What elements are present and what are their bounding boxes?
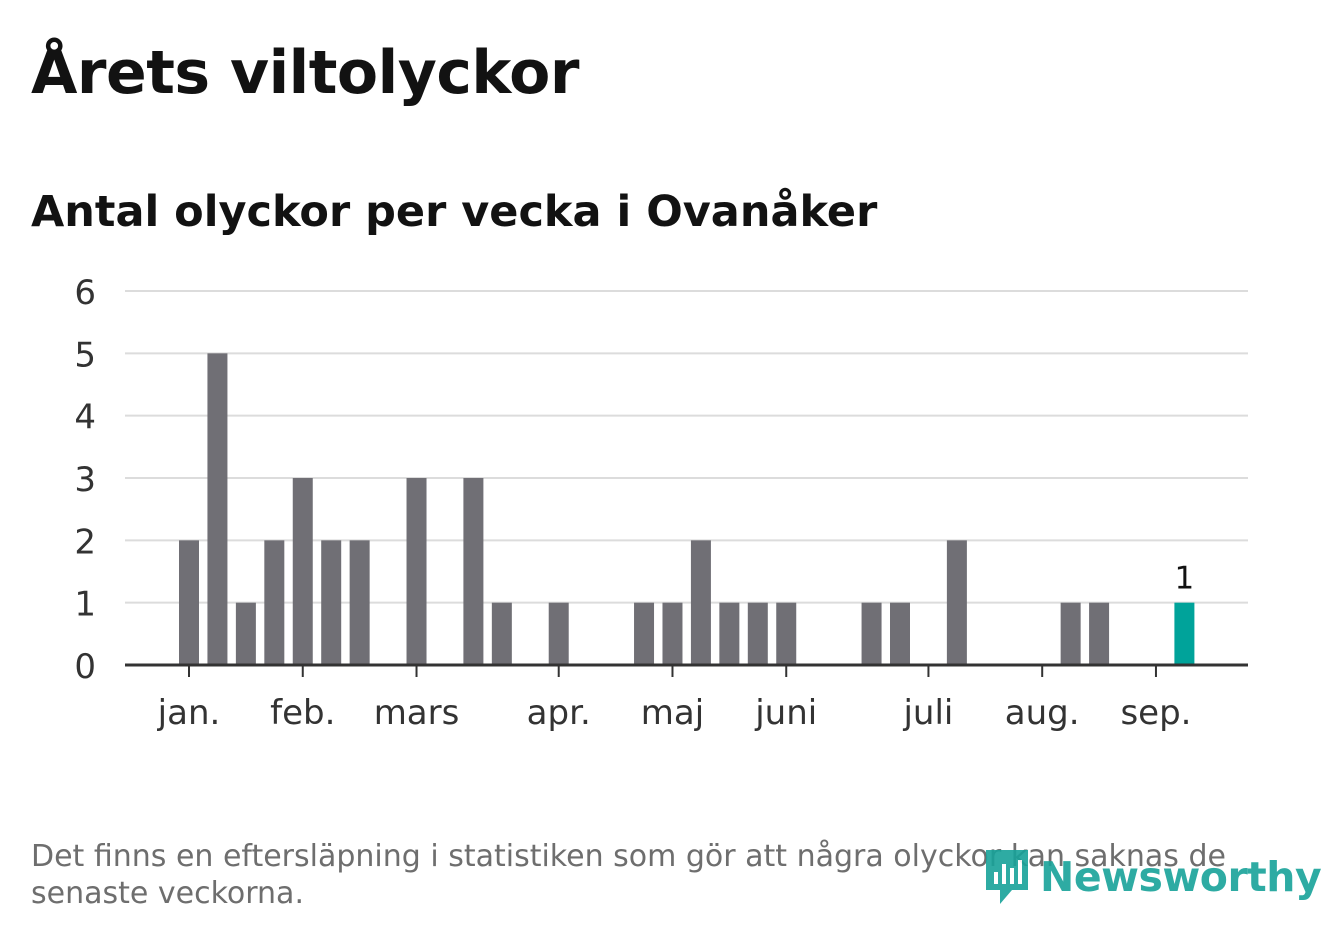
bar-highlight <box>1174 602 1195 665</box>
bar <box>463 478 484 665</box>
x-axis: jan. feb. mars apr. maj juni juli aug. sep. <box>125 663 1248 733</box>
brand-name: Newsworthy <box>1040 853 1322 901</box>
chart-title: Årets viltolyckor <box>31 38 580 108</box>
bar <box>946 540 967 665</box>
x-tick-label: feb. <box>270 693 335 733</box>
x-tick-label: maj <box>641 693 704 733</box>
y-tick-label: 2 <box>74 522 96 562</box>
y-tick-label: 1 <box>74 585 96 625</box>
y-axis-ticks: 0 1 2 3 4 5 6 <box>74 273 96 687</box>
bar <box>662 602 683 665</box>
y-tick-label: 4 <box>74 398 96 438</box>
y-tick-label: 5 <box>74 335 96 375</box>
bar <box>491 602 512 665</box>
bar <box>321 540 342 665</box>
bar <box>548 602 569 665</box>
newsworthy-logo-icon <box>986 850 1028 904</box>
bar <box>292 478 313 665</box>
bar <box>406 478 427 665</box>
x-tick-label: juni <box>754 693 817 733</box>
bar-chart: 0 1 2 3 4 5 6 jan. feb. mars apr. maj juni juli aug. s… <box>74 273 1248 733</box>
data-labels: 1 <box>1175 561 1195 597</box>
x-tick-label: juli <box>902 693 953 733</box>
x-tick-label: aug. <box>1005 693 1080 733</box>
bar <box>861 602 882 665</box>
bars <box>179 353 1195 665</box>
bar <box>690 540 711 665</box>
bar <box>207 353 228 665</box>
bar <box>1089 602 1110 665</box>
x-tick-label: sep. <box>1120 693 1191 733</box>
bar <box>634 602 655 665</box>
bar <box>747 602 768 665</box>
brand-logo: Newsworthy <box>982 846 1322 908</box>
bar <box>1060 602 1081 665</box>
bar <box>349 540 370 665</box>
bar <box>719 602 740 665</box>
y-tick-label: 0 <box>74 647 96 687</box>
y-tick-label: 3 <box>74 460 96 500</box>
x-tick-label: jan. <box>157 693 221 733</box>
data-label: 1 <box>1175 561 1195 597</box>
x-tick-label: mars <box>374 693 460 733</box>
bar <box>235 602 256 665</box>
chart-subtitle: Antal olyckor per vecka i Ovanåker <box>31 187 878 237</box>
bar <box>179 540 199 665</box>
y-tick-label: 6 <box>74 273 96 313</box>
bar <box>264 540 285 665</box>
x-tick-label: apr. <box>527 693 591 733</box>
bar <box>776 602 797 665</box>
bar <box>890 602 910 665</box>
